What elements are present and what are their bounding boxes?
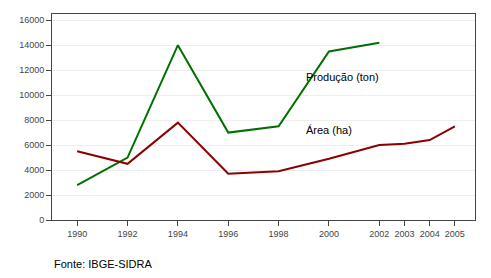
svg-text:1994: 1994 (168, 229, 188, 239)
svg-text:14000: 14000 (19, 40, 44, 50)
svg-text:2002: 2002 (369, 229, 389, 239)
svg-text:2000: 2000 (24, 190, 44, 200)
svg-text:1998: 1998 (269, 229, 289, 239)
svg-text:Fonte: IBGE-SIDRA: Fonte: IBGE-SIDRA (54, 258, 152, 270)
svg-text:10000: 10000 (19, 90, 44, 100)
svg-text:Produção (ton): Produção (ton) (306, 71, 379, 83)
svg-text:0: 0 (39, 215, 44, 225)
svg-text:1992: 1992 (118, 229, 138, 239)
svg-text:2005: 2005 (445, 229, 465, 239)
svg-text:4000: 4000 (24, 165, 44, 175)
svg-text:1990: 1990 (67, 229, 87, 239)
svg-text:8000: 8000 (24, 115, 44, 125)
svg-text:2004: 2004 (420, 229, 440, 239)
svg-text:1996: 1996 (218, 229, 238, 239)
svg-text:12000: 12000 (19, 65, 44, 75)
svg-text:Área (ha): Área (ha) (306, 124, 352, 136)
svg-text:2000: 2000 (319, 229, 339, 239)
svg-text:6000: 6000 (24, 140, 44, 150)
svg-text:16000: 16000 (19, 15, 44, 25)
svg-text:2003: 2003 (394, 229, 414, 239)
